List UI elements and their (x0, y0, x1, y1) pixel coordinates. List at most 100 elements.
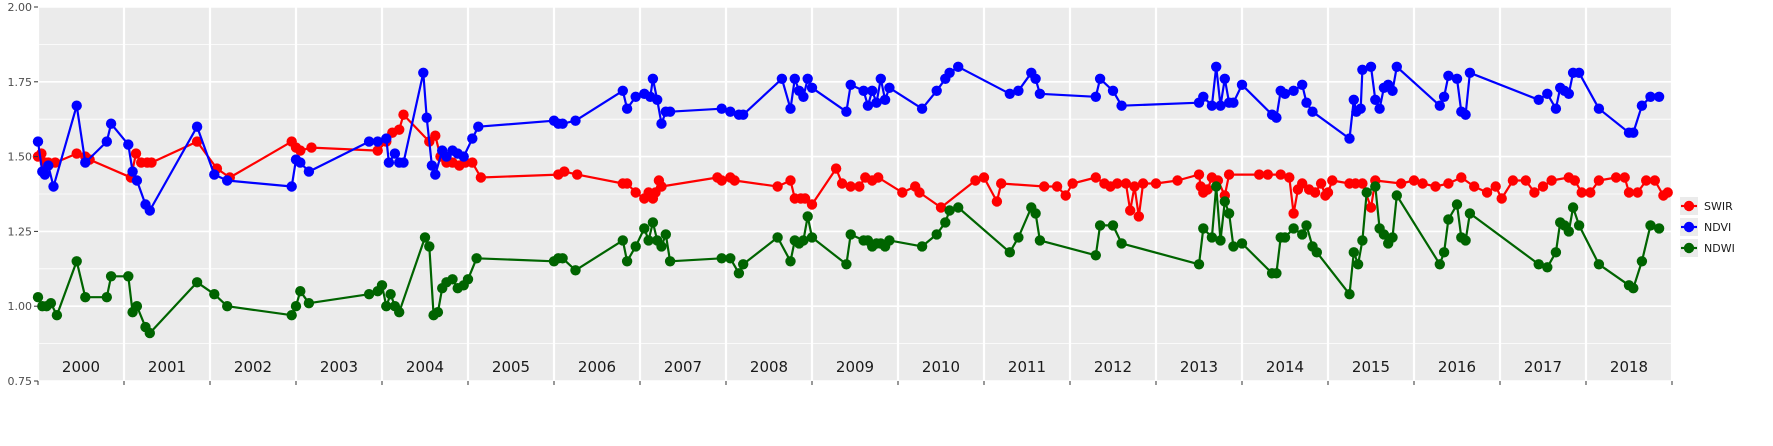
swir-point (845, 181, 856, 192)
ndwi-point (1645, 220, 1656, 231)
ndvi-point (421, 112, 432, 123)
ndvi-point (621, 103, 633, 114)
ndwi-point (101, 292, 113, 303)
ndvi-point (738, 109, 749, 120)
ndwi-point (105, 271, 117, 282)
ndvi-point (570, 115, 581, 126)
ndwi-point (209, 289, 220, 300)
swir-point (716, 175, 727, 186)
ndwi-point (1533, 259, 1544, 270)
swir-point (130, 148, 142, 159)
ndvi-point (222, 175, 233, 186)
ndvi-point (418, 67, 429, 79)
ndwi-point (1004, 247, 1015, 258)
ndvi-point (1198, 91, 1209, 103)
ndwi-point (664, 256, 676, 267)
ndvi-point (1279, 88, 1291, 100)
swir-point (996, 178, 1007, 189)
ndvi-point (879, 94, 891, 106)
swir-point (1193, 169, 1205, 180)
ndwi-point (1311, 247, 1323, 258)
swir-point (1623, 187, 1635, 198)
ndvi-point (127, 166, 138, 177)
swir-point (830, 163, 842, 174)
ndvi-point (1013, 85, 1024, 97)
ndwi-point (660, 229, 671, 240)
ndvi-point (1228, 97, 1239, 108)
swir-point (191, 136, 203, 147)
ndvi-point (1636, 100, 1648, 111)
ndwi-point (1297, 229, 1308, 240)
swir-point (1223, 169, 1235, 180)
year-label: 2004 (406, 358, 444, 376)
ndwi-point (80, 292, 91, 303)
swir-point (1395, 178, 1407, 189)
ndwi-point (222, 301, 233, 312)
swir-point (1133, 211, 1145, 222)
swir-point (1443, 178, 1454, 189)
ndvi-point (1451, 73, 1463, 85)
ndwi-point (772, 232, 783, 243)
ndvi-point (144, 205, 155, 216)
swir-point (1137, 178, 1149, 189)
ndvi-point (871, 97, 882, 108)
ndvi-point (845, 79, 856, 91)
swir-point (935, 202, 947, 213)
ndwi-point (1542, 262, 1553, 273)
ndwi-point (806, 232, 818, 243)
ndvi-point (862, 100, 874, 111)
ndwi-point (1215, 235, 1226, 246)
ndwi-point (394, 307, 405, 318)
ndvi-point (32, 136, 44, 147)
ndvi-point (630, 91, 641, 103)
swir-point (572, 169, 583, 180)
y-tick-label: 1.75 (8, 76, 33, 89)
ndwi-point (1030, 208, 1041, 219)
swir-point (806, 199, 818, 210)
year-label: 2011 (1008, 358, 1046, 376)
ndwi-point (1653, 223, 1665, 234)
swir-point (630, 187, 641, 198)
swir-point (970, 175, 981, 186)
ndwi-point (944, 205, 955, 216)
ndvi-point (123, 139, 134, 150)
ndvi-point (1653, 91, 1665, 103)
ndwi-point (841, 259, 852, 270)
y-tick-label: 1.25 (8, 225, 33, 238)
ndvi-point (1443, 70, 1454, 82)
ndwi-point (570, 265, 581, 276)
swir-point (1490, 181, 1501, 192)
ndwi-point (1464, 208, 1476, 219)
ndwi-point (884, 235, 895, 246)
ndwi-point (1593, 259, 1605, 270)
swir-point (1051, 181, 1063, 192)
year-label: 2009 (836, 358, 874, 376)
ndwi-point (424, 241, 435, 252)
ndwi-point (647, 217, 659, 228)
swir-point (914, 187, 925, 198)
ndvi-point (473, 121, 484, 132)
ndvi-point (1090, 91, 1102, 103)
ndwi-point (303, 298, 315, 309)
swir-point (306, 142, 317, 153)
ndwi-point (1563, 226, 1575, 237)
ndvi-point (867, 85, 878, 97)
ndwi-point (733, 268, 745, 279)
ndvi-point (1387, 85, 1398, 97)
y-tick-label: 2.00 (8, 1, 33, 14)
ndwi-point (32, 292, 44, 303)
swir-point (394, 124, 405, 135)
ndvi-point (1004, 88, 1015, 100)
ndvi-point (430, 169, 441, 180)
ndwi-point (1206, 232, 1218, 243)
swir-point (1172, 175, 1183, 186)
ndwi-point (785, 256, 796, 267)
ndvi-point (1464, 67, 1476, 79)
ndvi-legend-point (1683, 221, 1695, 233)
year-label: 2008 (750, 358, 788, 376)
swir-point (1610, 172, 1622, 183)
ndvi-point (1219, 73, 1231, 85)
swir-point (1456, 172, 1467, 183)
y-tick-label: 1.50 (8, 151, 33, 164)
